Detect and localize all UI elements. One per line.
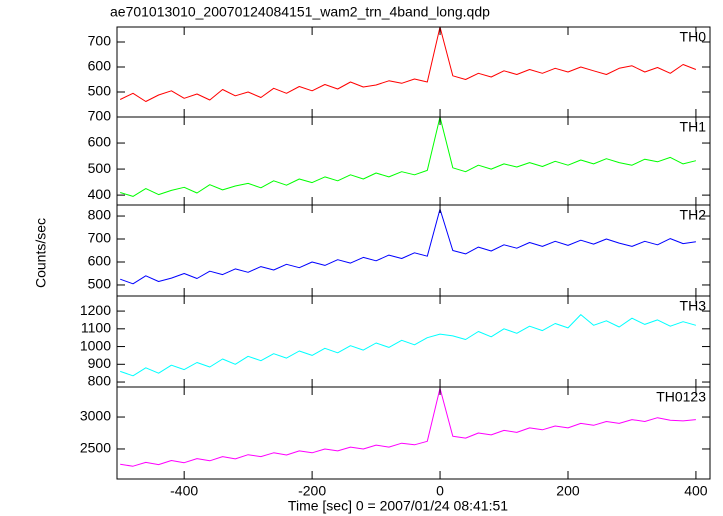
y-axis-label: Counts/sec xyxy=(33,218,49,288)
y-tick-label: 700 xyxy=(88,33,112,49)
x-tick-label: 200 xyxy=(556,483,580,499)
data-line xyxy=(120,387,696,467)
panel-frame xyxy=(116,26,711,118)
x-axis-label: Time [sec] 0 = 2007/01/24 08:41:51 xyxy=(288,498,508,514)
panel-label: TH1 xyxy=(680,119,707,135)
y-tick-label: 400 xyxy=(88,186,112,202)
x-tick-label: -400 xyxy=(170,483,198,499)
x-tick-label: 0 xyxy=(436,483,444,499)
y-tick-label: 600 xyxy=(88,253,112,269)
panel-frame xyxy=(116,204,711,297)
y-tick-label: 500 xyxy=(88,160,112,176)
y-tick-label: 700 xyxy=(88,108,112,124)
data-line xyxy=(119,27,697,102)
chart-title: ae701013010_20070124084151_wam2_trn_4ban… xyxy=(110,4,490,20)
y-tick-label: 900 xyxy=(88,355,112,371)
x-tick-label: -200 xyxy=(298,483,326,499)
panel-frame xyxy=(116,295,711,388)
y-tick-label: 2500 xyxy=(80,440,111,456)
y-tick-label: 500 xyxy=(88,83,112,99)
panel-label: TH2 xyxy=(680,207,707,223)
x-tick-label: 400 xyxy=(684,483,708,499)
data-line xyxy=(120,117,697,197)
panel-frame xyxy=(116,116,711,206)
y-tick-label: 1100 xyxy=(81,320,111,336)
data-line xyxy=(120,314,697,377)
y-tick-label: 600 xyxy=(88,58,112,74)
panel-frame xyxy=(116,386,711,480)
y-tick-label: 3000 xyxy=(80,408,111,424)
panel-label: TH3 xyxy=(680,298,707,314)
y-tick-label: 800 xyxy=(88,207,112,223)
y-tick-label: 1000 xyxy=(80,337,111,353)
y-tick-label: 700 xyxy=(88,230,112,246)
y-tick-label: 500 xyxy=(88,276,112,292)
y-tick-label: 1200 xyxy=(80,302,111,318)
y-tick-label: 600 xyxy=(88,134,112,150)
data-line xyxy=(120,208,696,285)
panel-label: TH0 xyxy=(680,29,707,45)
panel-label: TH0123 xyxy=(656,389,706,405)
y-tick-label: 800 xyxy=(88,373,112,389)
